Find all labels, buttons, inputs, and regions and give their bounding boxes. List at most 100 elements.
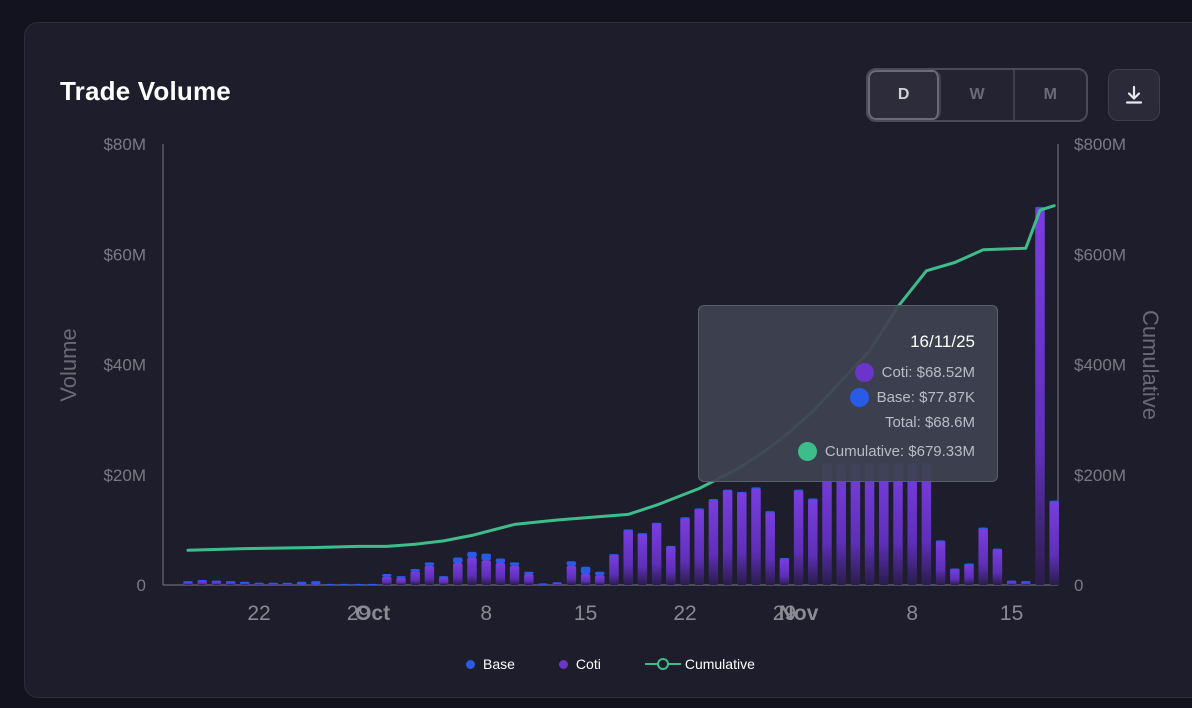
bar-coti[interactable] [751,487,761,585]
legend-item-cumulative[interactable]: Cumulative [644,656,755,672]
bar-coti[interactable] [211,581,222,585]
bar-coti[interactable] [694,508,704,585]
bar-coti[interactable] [850,463,861,585]
bar-base[interactable] [552,582,562,584]
bar-base[interactable] [438,576,449,578]
bar-base[interactable] [311,581,321,585]
bar-coti[interactable] [382,576,392,585]
bar-base[interactable] [751,487,761,489]
bar-base[interactable] [637,533,648,535]
bar-coti[interactable] [524,573,534,585]
bar-base[interactable] [296,581,307,585]
bar-base[interactable] [268,582,278,585]
bar-base[interactable] [694,508,704,510]
bar-coti[interactable] [552,583,562,585]
bar-base[interactable] [509,562,520,566]
bar-coti[interactable] [808,499,818,585]
range-day-button[interactable]: D [868,70,942,120]
bar-base[interactable] [765,511,775,513]
bar-base[interactable] [481,553,491,561]
bar-coti[interactable] [509,565,520,585]
bar-coti[interactable] [879,463,889,585]
bar-coti[interactable] [666,546,676,585]
bar-coti[interactable] [822,463,832,585]
bar-base[interactable] [623,529,633,531]
bar-base[interactable] [964,563,974,566]
bar-base[interactable] [325,583,335,586]
bar-coti[interactable] [779,558,790,585]
bar-coti[interactable] [765,511,775,585]
bar-coti[interactable] [580,573,591,585]
bar-base[interactable] [453,557,463,563]
download-button[interactable] [1108,69,1160,121]
bar-base[interactable] [935,540,946,542]
legend-item-base[interactable]: Base [466,656,515,672]
bar-base[interactable] [609,554,619,556]
bar-base[interactable] [538,583,548,585]
bar-coti[interactable] [495,562,506,585]
bar-base[interactable] [666,545,676,548]
bar-coti[interactable] [651,523,662,585]
bar-coti[interactable] [467,557,477,585]
bar-coti[interactable] [311,584,321,585]
legend-item-coti[interactable]: Coti [558,656,601,672]
bar-base[interactable] [1021,581,1031,583]
bar-base[interactable] [197,580,207,582]
bar-base[interactable] [254,582,264,585]
bar-base[interactable] [1049,500,1059,503]
bar-base[interactable] [424,562,435,566]
bar-base[interactable] [566,561,577,566]
bar-base[interactable] [580,566,591,574]
bar-base[interactable] [339,583,349,586]
bar-base[interactable] [467,551,477,558]
bar-coti[interactable] [680,517,690,585]
bar-coti[interactable] [978,528,988,585]
bar-coti[interactable] [410,571,420,585]
bar-base[interactable] [651,522,662,525]
bar-coti[interactable] [637,533,648,585]
bar-base[interactable] [282,582,293,585]
bar-coti[interactable] [737,492,747,585]
bar-coti[interactable] [836,463,846,585]
bar-base[interactable] [396,576,406,578]
bar-coti[interactable] [722,490,733,585]
bar-coti[interactable] [864,463,875,585]
bar-coti[interactable] [566,565,577,585]
bar-coti[interactable] [438,577,449,585]
bar-base[interactable] [595,571,605,576]
bar-base[interactable] [367,583,378,586]
bar-base[interactable] [225,581,236,583]
bar-base[interactable] [680,517,690,519]
bar-base[interactable] [722,489,733,492]
bar-coti[interactable] [481,560,491,585]
bar-coti[interactable] [1049,501,1059,585]
bar-coti[interactable] [935,540,946,585]
bar-base[interactable] [495,558,506,563]
bar-base[interactable] [708,499,719,501]
bar-base[interactable] [992,548,1003,551]
bar-base[interactable] [524,571,534,574]
bar-coti[interactable] [921,463,932,585]
bar-base[interactable] [240,581,250,584]
bar-coti[interactable] [424,565,435,585]
range-month-button[interactable]: M [1043,86,1057,103]
bar-coti[interactable] [396,577,406,585]
bar-base[interactable] [737,491,747,494]
bar-coti[interactable] [595,575,605,585]
bar-base[interactable] [950,568,960,570]
bar-coti[interactable] [992,549,1003,585]
bar-coti[interactable] [453,562,463,585]
bar-base[interactable] [211,580,222,583]
bar-coti[interactable] [197,580,207,585]
bar-base[interactable] [808,498,818,500]
bar-base[interactable] [353,583,364,586]
bar-coti[interactable] [609,554,619,585]
bar-coti[interactable] [1035,207,1045,585]
bar-coti[interactable] [708,499,719,585]
bar-base[interactable] [410,569,420,572]
bar-coti[interactable] [623,529,633,585]
bar-base[interactable] [1006,580,1017,583]
bar-coti[interactable] [793,490,804,585]
bar-base[interactable] [779,557,790,560]
bar-coti[interactable] [964,564,974,585]
